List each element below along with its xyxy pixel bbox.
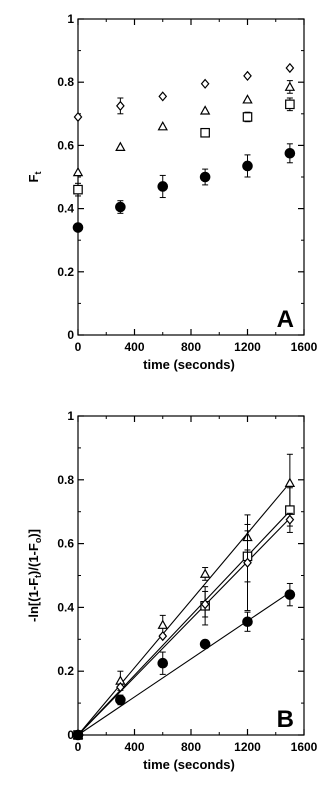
y-axis-title-part: o [33,537,43,543]
y-tick-label: 0.2 [57,265,74,279]
y-axis-title-part: )] [26,529,41,538]
data-point [200,599,210,610]
data-point [115,694,126,706]
fit-line [77,591,291,736]
data-point [157,619,168,629]
fit-line [77,482,291,736]
x-tick-label: 800 [181,340,201,354]
data-point [157,121,168,131]
x-tick-label: 400 [124,740,144,754]
data-point [72,222,84,233]
y-axis-title: Ft [26,172,43,183]
series-triangle-open [72,80,296,177]
data-point [285,62,295,74]
plot-frame [77,18,305,336]
y-axis-title-subscript: t [33,172,43,175]
data-point [242,94,253,104]
data-point [284,81,296,91]
data-point [285,99,295,110]
data-point [285,514,295,525]
data-point [73,184,83,195]
y-tick-label: 1 [67,409,74,423]
data-point [284,477,296,487]
x-axis-title: time (seconds) [143,757,235,772]
y-tick-label: 0.4 [57,202,74,216]
data-point [72,166,84,177]
data-point [72,729,84,741]
y-tick-label: 1 [67,12,74,26]
y-tick-label: 0 [67,328,74,342]
fit-line [77,510,291,736]
x-axis-title: time (seconds) [143,357,235,372]
data-point [243,70,252,82]
data-point [200,78,210,89]
y-axis-title: -ln[(1-Ft)/(1-Fo)] [26,529,43,622]
plot-frame [77,415,305,736]
data-point [242,160,253,172]
series-circle-filled [72,143,296,233]
data-point [116,682,125,693]
data-point [115,141,126,151]
x-tick-label: 0 [75,740,82,754]
x-tick-label: 800 [181,740,201,754]
data-point [158,630,168,642]
y-axis-title-part: t [33,575,43,578]
y-axis-title-part: -ln[(1-F [26,578,41,622]
panel-b: 0 400 800 1200 1600 0 0.2 0.4 0.6 0.8 1 time (secon… [26,409,318,772]
y-axis-title-main: F [26,174,41,182]
data-point [157,181,169,192]
y-axis-title-part: )/(1-F [26,543,41,575]
series-triangle-open [72,453,296,739]
x-tick-label: 1200 [234,740,261,754]
x-tick-label: 0 [75,340,82,354]
x-tick-label: 1600 [291,340,318,354]
data-point [284,589,296,600]
data-point [115,201,126,213]
y-tick-label: 0.2 [57,664,74,678]
data-point [199,105,211,115]
panel-letter: A [277,306,294,333]
data-point [199,638,211,650]
y-tick-label: 0 [67,728,74,742]
data-point [73,111,83,123]
data-point [242,616,253,628]
data-point [242,112,253,122]
data-point [157,657,169,669]
panel-a: 0 400 800 1200 1600 0 0.2 0.4 0.6 0.8 1 time (secon… [26,12,318,372]
panel-letter: B [277,706,294,733]
fit-line [77,517,291,736]
x-tick-label: 1600 [291,740,318,754]
x-tick-label: 400 [124,340,144,354]
data-point [199,171,211,183]
y-tick-label: 0.8 [57,473,74,487]
y-tick-label: 0.4 [57,600,74,614]
series-circle-filled [72,582,296,741]
data-point [200,127,210,138]
series-diamond-open [73,62,295,123]
data-point [158,91,168,102]
data-point [199,568,211,578]
data-point [116,100,125,112]
data-point [243,557,252,568]
y-tick-label: 0.6 [57,138,74,152]
data-point [284,148,296,159]
x-tick-label: 1200 [234,340,261,354]
series-square-open [73,97,295,197]
y-tick-label: 0.8 [57,75,74,89]
y-tick-label: 0.6 [57,537,74,551]
